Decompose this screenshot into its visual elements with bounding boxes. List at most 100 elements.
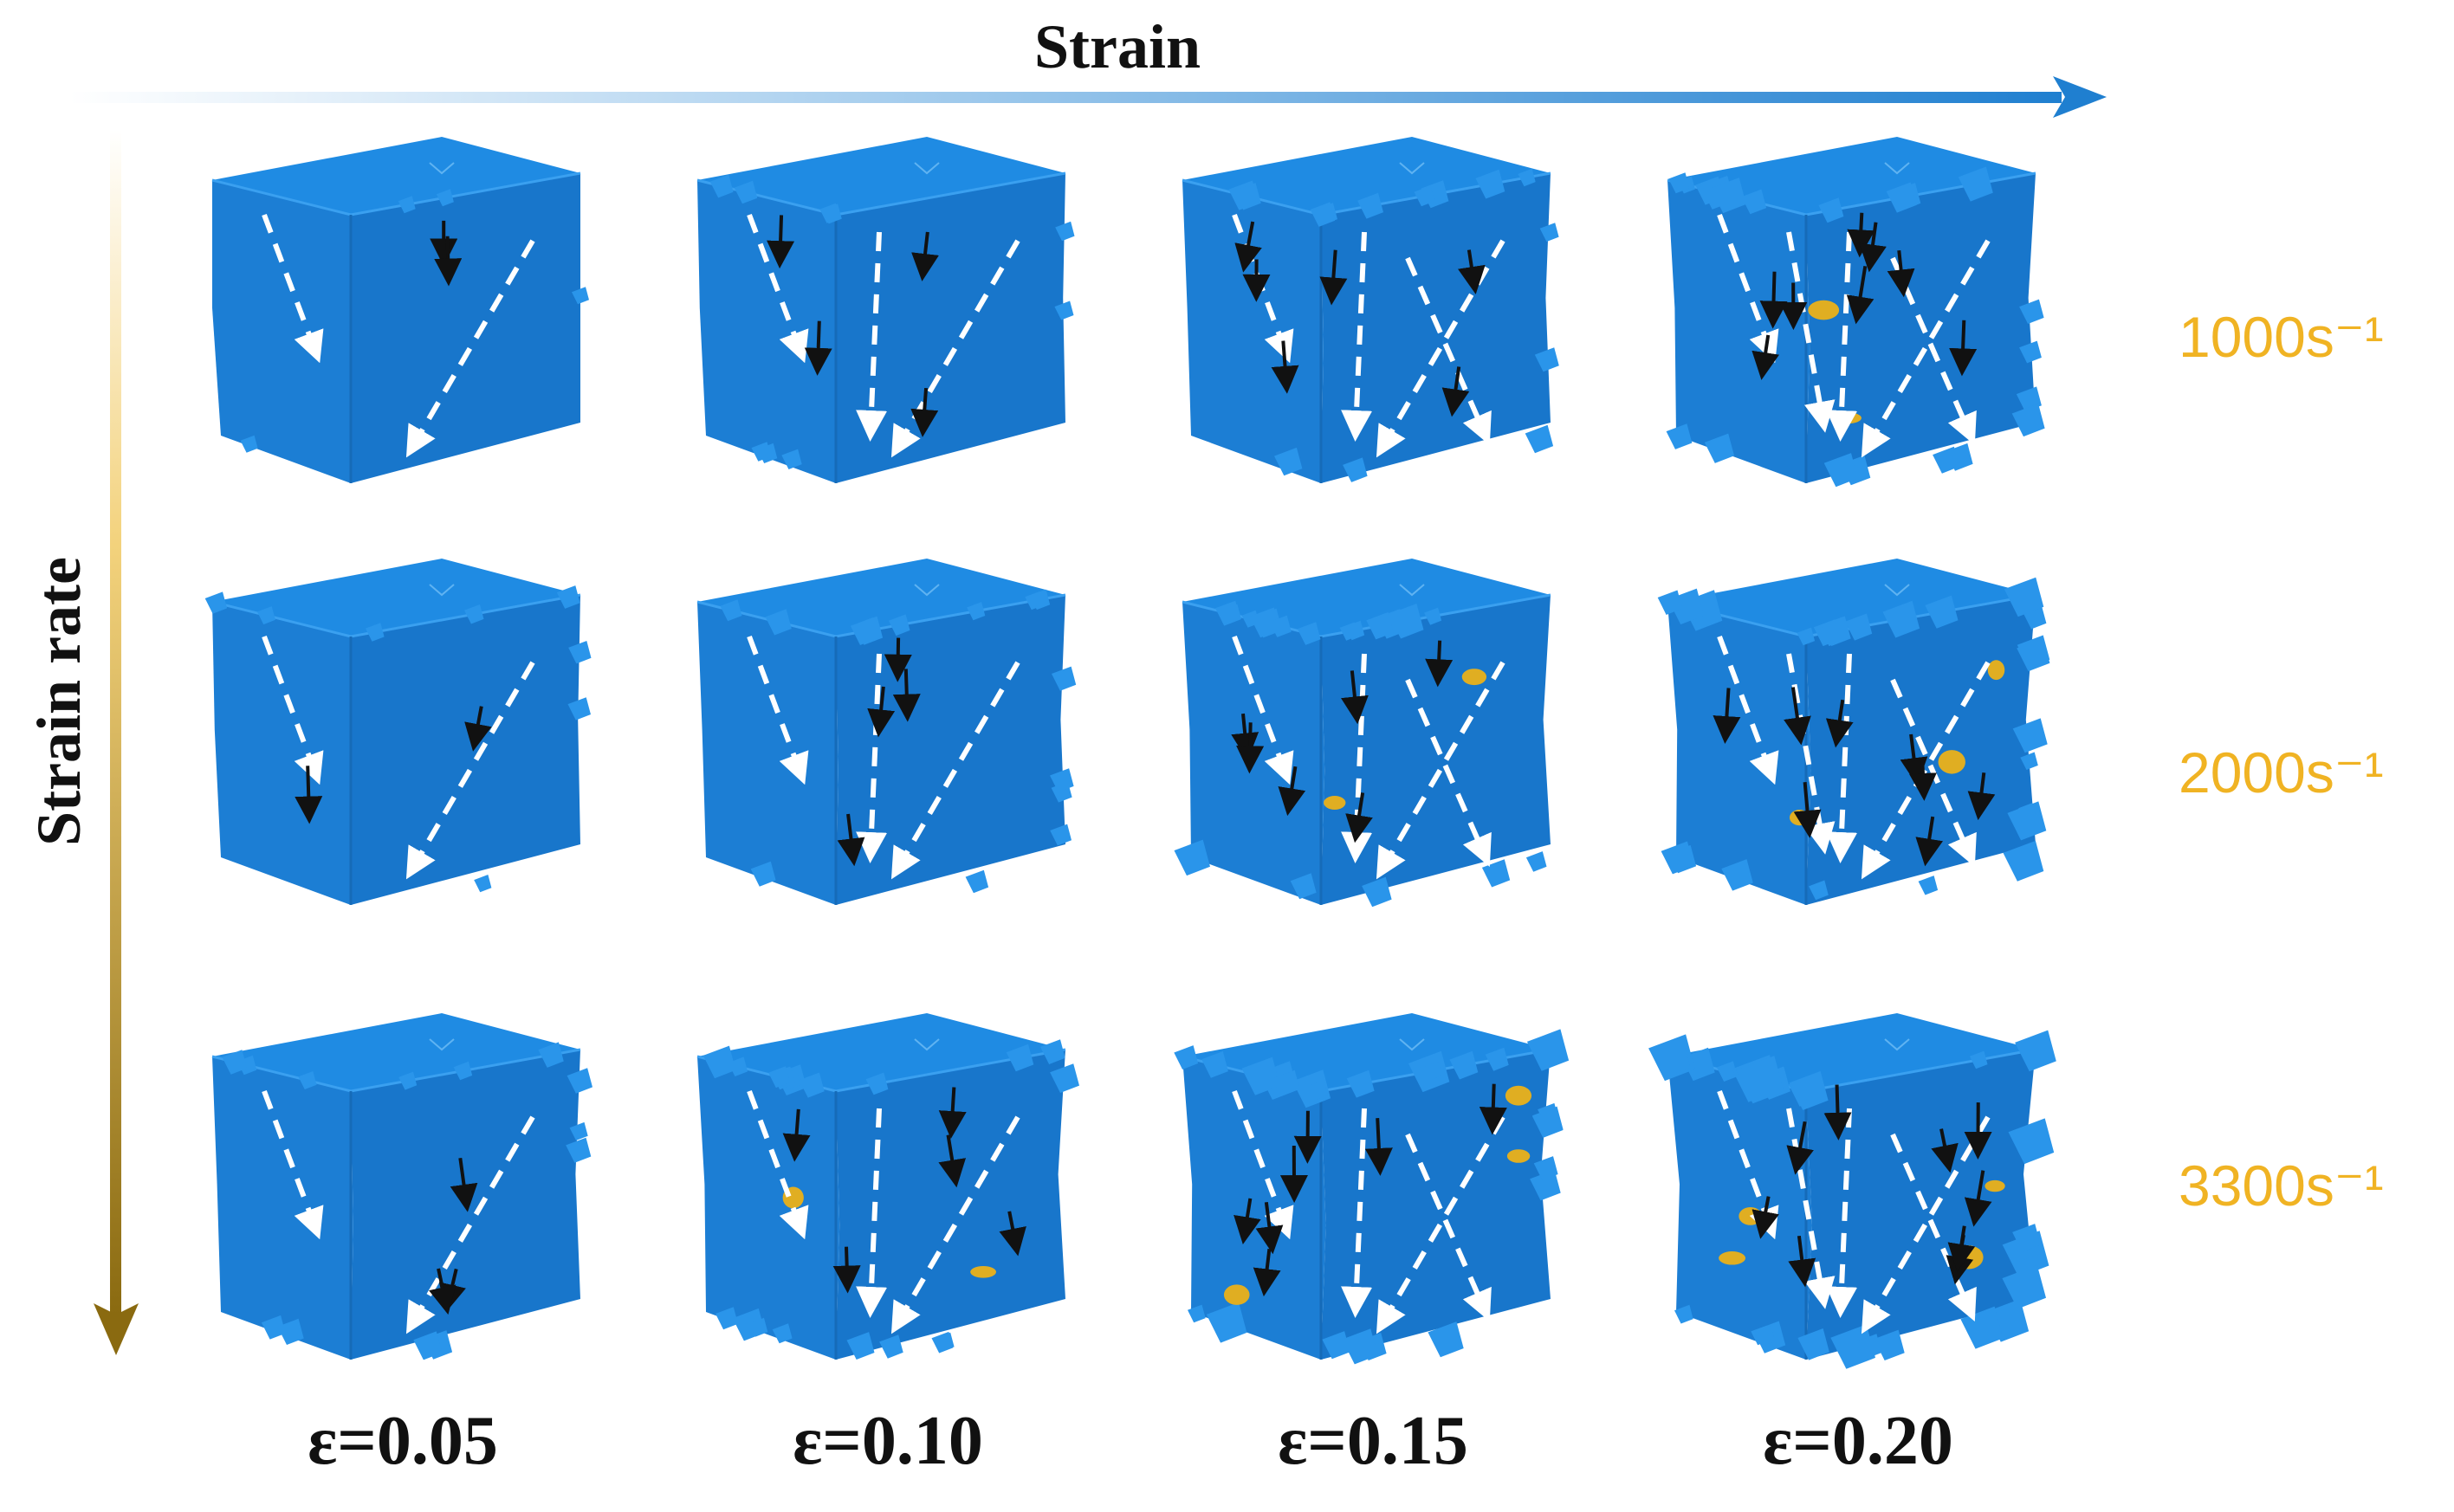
fracture-debris [298,1071,317,1089]
fracture-debris [1297,622,1321,645]
crack-arrow [1847,212,1875,258]
fracture-debris [1721,859,1753,891]
fracture-debris [436,189,454,207]
highlight-region [1938,750,1965,774]
shear-band-arrow [262,1089,324,1240]
fracture-debris [1704,433,1735,463]
fracture-debris [2019,340,2042,364]
fracture-debris [715,1307,738,1330]
fracture-debris [1668,172,1690,194]
crack-arrow [1908,758,1937,801]
fracture-debris [464,604,484,624]
crack-arrow [999,1211,1026,1257]
fracture-debris [1006,1044,1034,1072]
fracture-debris [734,180,758,204]
shear-band-arrow [1717,1089,1779,1240]
strain-rate-axis-label: Strain rate [24,557,94,846]
fracture-debris [1029,589,1051,611]
shear-band-arrow [1376,661,1505,880]
shear-band-arrow [747,635,809,785]
fracture-debris [1389,604,1424,639]
fracture-debris [1206,1302,1247,1343]
fracture-debris [1539,223,1559,242]
strain-rate-label-3300: 3300s⁻¹ [2179,1153,2384,1218]
fracture-debris [1481,859,1511,888]
strain-axis-arrowhead [2053,76,2107,118]
shear-band-arrow [890,1115,1020,1334]
fracture-debris [1648,1036,1691,1078]
shear-band-arrow [1405,256,1492,445]
fracture-debris [1054,300,1074,320]
cube-top-face [697,559,1065,636]
strain-rate-labels: 1000s⁻¹ 2000s⁻¹ 3300s⁻¹ [2179,305,2384,1218]
top-chevron-mark [429,1038,455,1051]
fracture-debris [566,1137,592,1163]
fracture-debris [1969,1050,1988,1069]
fracture-debris [1475,169,1505,199]
deformed-cube [204,559,592,905]
fracture-debris [261,1315,286,1340]
deformed-cube [696,1013,1079,1360]
fracture-debris [1357,192,1383,219]
shear-band-arrow [1405,678,1492,867]
fracture-debris [865,1072,889,1095]
fracture-debris [1310,202,1336,227]
fracture-debris [765,609,792,636]
fracture-debris [1274,1069,1300,1095]
shear-band-arrow [1826,1108,1858,1318]
fracture-debris [1534,347,1559,372]
fracture-debris [1174,1045,1199,1069]
cube-left-face [1182,180,1324,483]
cube-top-face [1182,137,1551,215]
crack-arrow [892,669,921,722]
fracture-debris [1933,446,1959,474]
shear-band-arrow [1341,231,1373,442]
shear-band-arrow [1861,661,1991,880]
fracture-debris [1823,453,1858,488]
fracture-debris [748,1317,768,1337]
top-chevron-mark [429,162,455,175]
crack-arrow [938,1134,967,1188]
crack-arrow [295,766,323,824]
crack-arrow [1341,670,1369,725]
fracture-debris [1821,616,1851,646]
highlight-region [1985,1179,2005,1192]
crack-arrow [1751,334,1780,380]
strain-label-005: ε=0.05 [308,1403,498,1479]
fracture-debris [853,616,884,645]
crack-arrow [1964,1170,1992,1227]
cube-left-face [1667,180,1810,483]
deformed-cube [1174,1013,1570,1365]
highlight-region [1808,300,1840,320]
fracture-debris [1741,189,1767,215]
fracture-debris [1290,873,1317,900]
fracture-debris [1274,447,1303,476]
fracture-debris [2008,1118,2055,1165]
deformed-cube [1182,137,1559,483]
deformed-cube [211,1013,592,1360]
strain-rate-label-1000: 1000s⁻¹ [2179,305,2384,369]
fracture-debris [568,641,592,664]
deformed-cube [696,559,1077,905]
crack-arrow [1949,320,1978,377]
cube-left-face [212,1056,353,1360]
fracture-debris [703,1045,736,1079]
crack-arrow [1233,1198,1261,1245]
fracture-debris [453,1061,473,1081]
shear-band-arrow [1890,678,1977,867]
fracture-debris [1958,166,1993,202]
fracture-debris [2011,404,2045,437]
fracture-debris [965,869,989,894]
fracture-debris [569,1121,588,1140]
highlight-region [1324,795,1346,810]
shear-band-arrow [262,635,324,785]
top-chevron-mark [914,1038,940,1051]
fracture-debris [2012,1256,2038,1283]
crack-arrow [832,1246,861,1294]
top-chevron-mark [1399,584,1425,597]
highlight-region [1505,1085,1532,1106]
fracture-debris [1530,1169,1561,1201]
fracture-debris [1754,1326,1776,1347]
fracture-debris [222,1050,248,1075]
shear-band-arrow [1826,653,1858,863]
